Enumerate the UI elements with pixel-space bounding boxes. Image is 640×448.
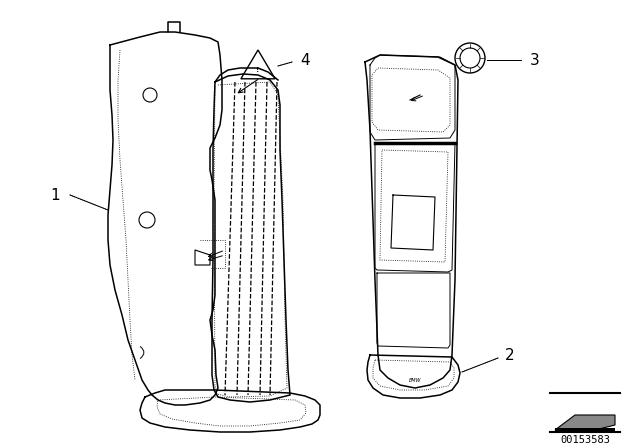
Text: !: ! — [257, 67, 260, 73]
Text: 3: 3 — [530, 52, 540, 68]
Polygon shape — [555, 428, 615, 432]
Text: 2: 2 — [505, 348, 515, 362]
Text: 1: 1 — [50, 188, 60, 202]
Text: 4: 4 — [300, 52, 310, 68]
Polygon shape — [555, 415, 615, 430]
Text: BMW: BMW — [409, 378, 421, 383]
Text: 00153583: 00153583 — [560, 435, 610, 445]
